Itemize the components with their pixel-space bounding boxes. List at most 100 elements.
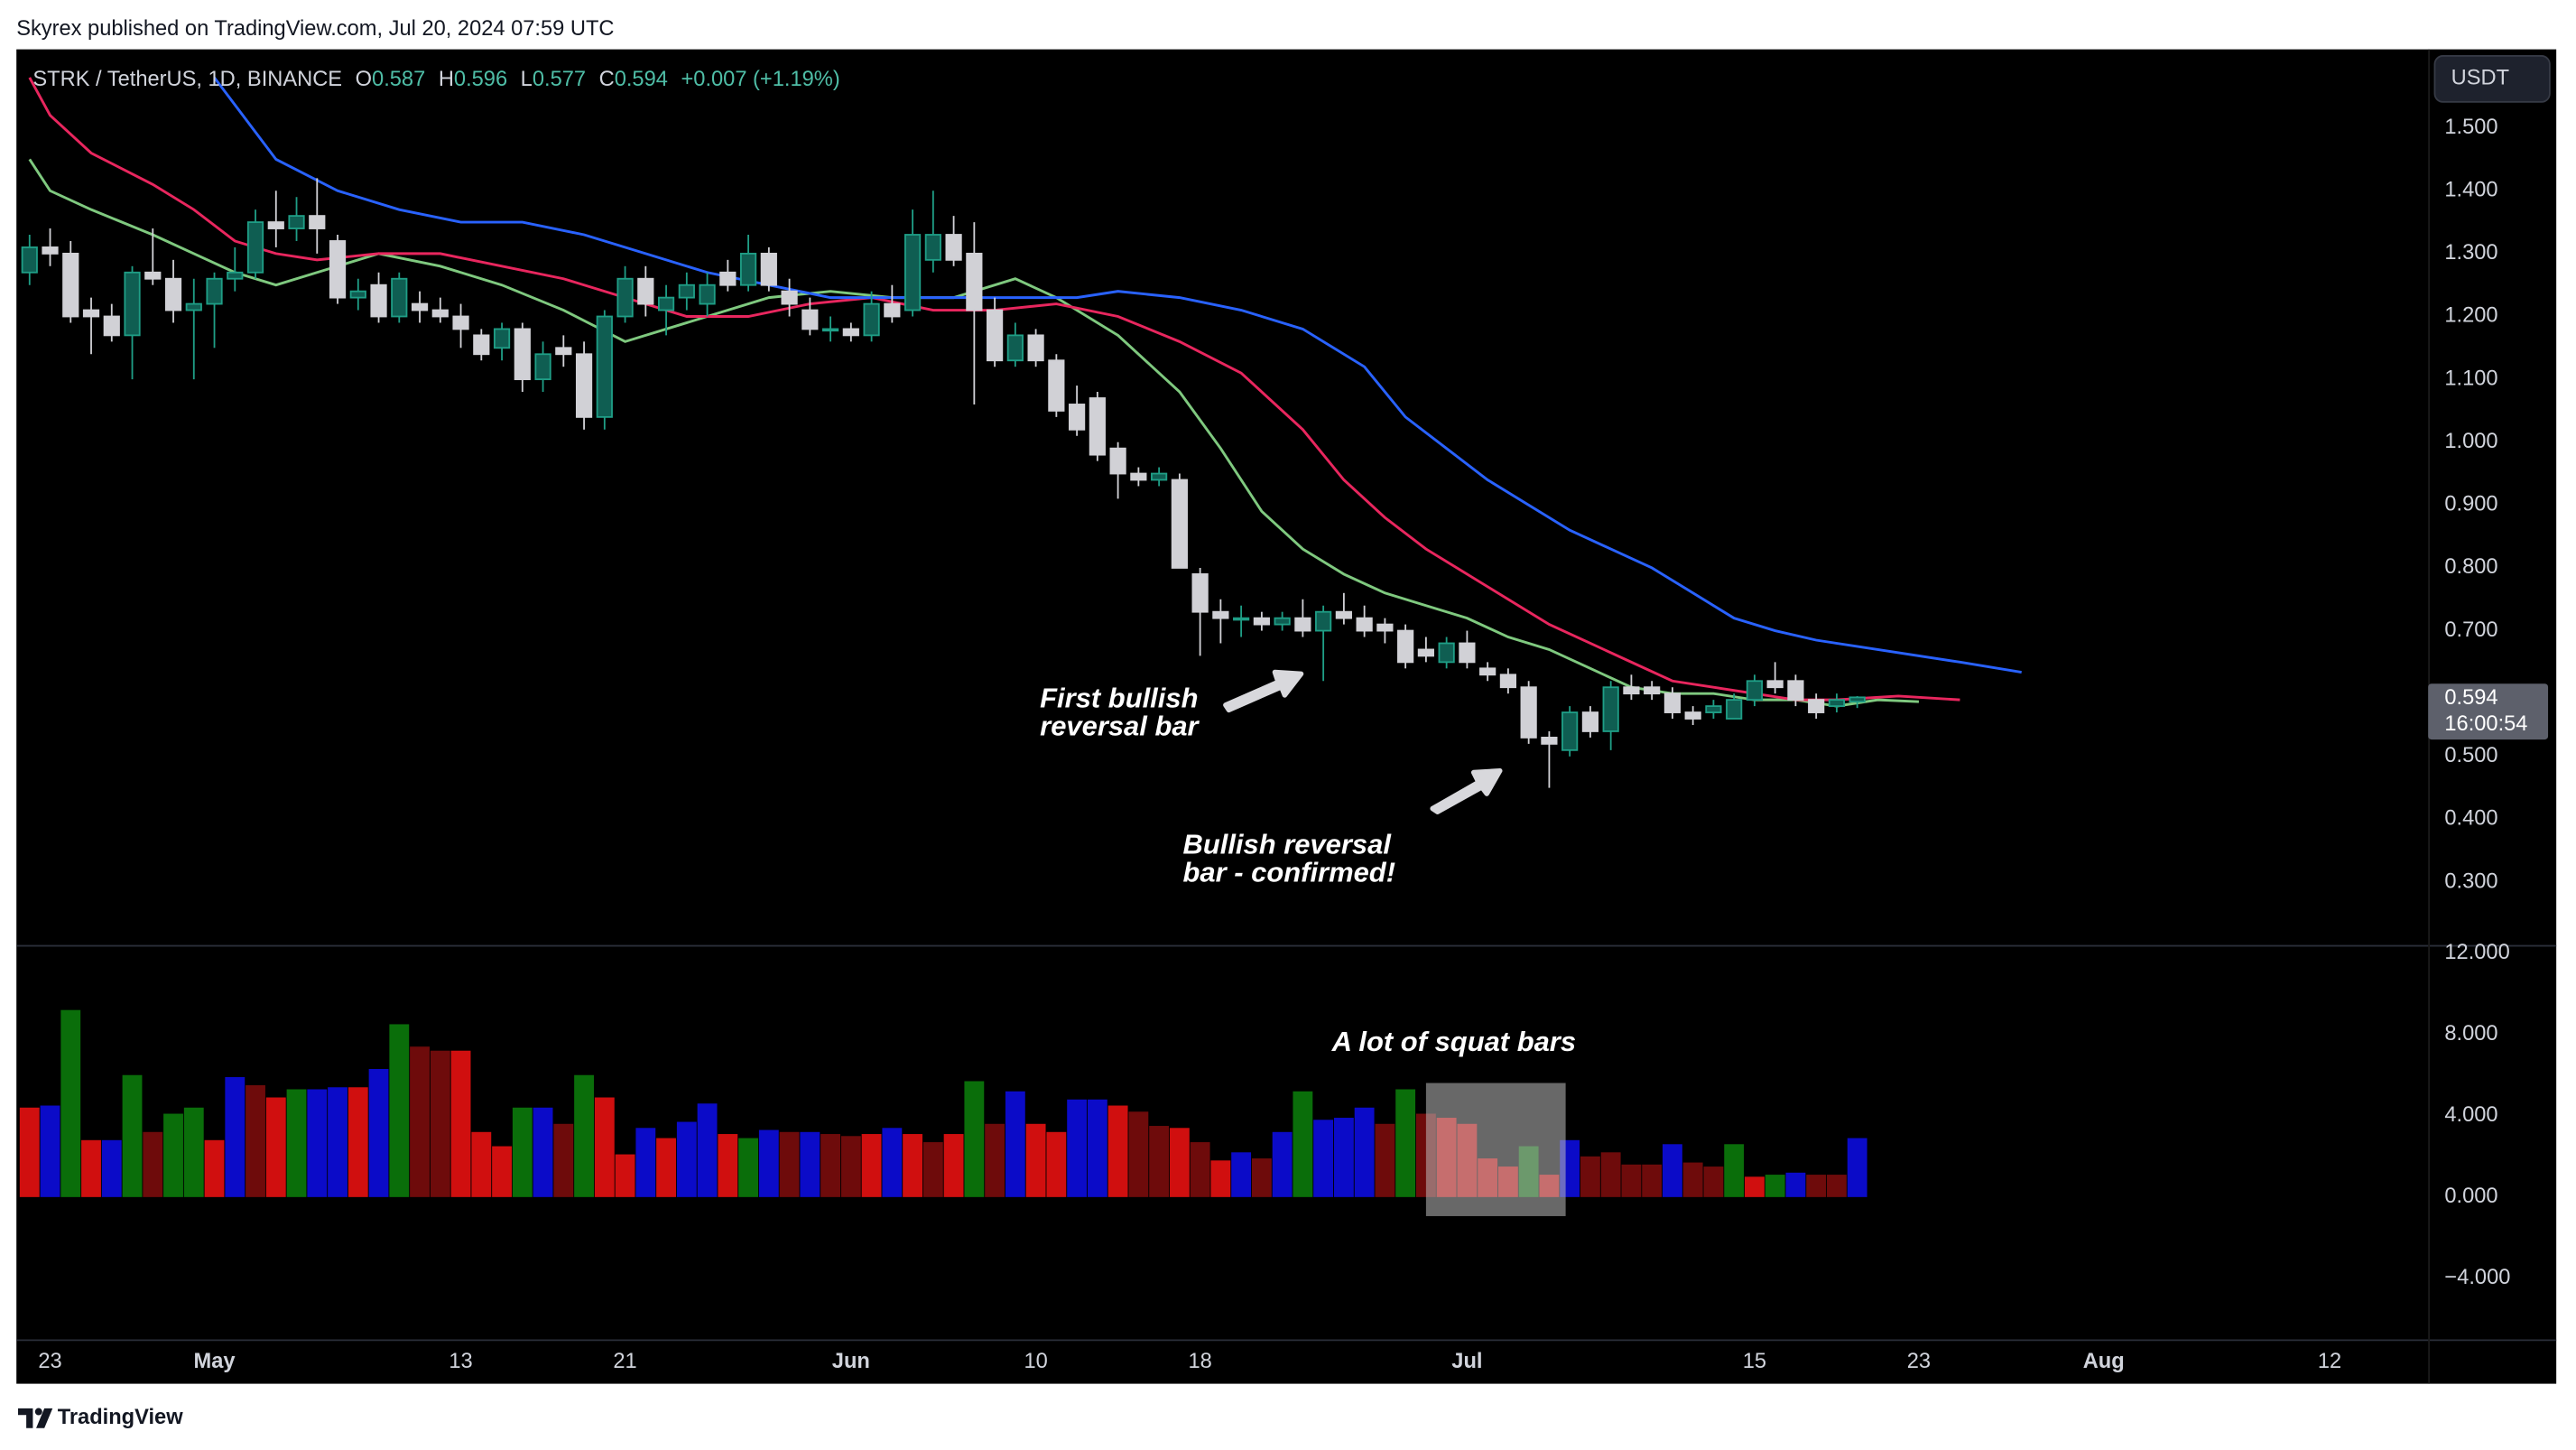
candle-body bbox=[760, 252, 777, 286]
candle-body bbox=[1479, 667, 1496, 676]
histogram-bar bbox=[163, 1113, 183, 1197]
histogram-bar bbox=[1375, 1123, 1395, 1197]
histogram-bar bbox=[265, 1097, 286, 1197]
histogram-bar bbox=[81, 1139, 101, 1197]
candle-body bbox=[719, 271, 737, 286]
currency-label[interactable]: USDT bbox=[2451, 67, 2509, 90]
candle-body bbox=[1849, 696, 1866, 703]
candle-body bbox=[1828, 699, 1846, 708]
candle-body bbox=[1069, 404, 1086, 431]
candle-body bbox=[699, 283, 716, 305]
y-tick-label: 0.900 bbox=[2444, 493, 2497, 516]
candle-body bbox=[1006, 334, 1024, 362]
histogram-bar bbox=[1107, 1105, 1128, 1197]
annotation: Bullish reversal bbox=[1183, 829, 1393, 860]
candle-body bbox=[267, 221, 284, 229]
x-tick-label: May bbox=[194, 1350, 236, 1373]
y-tick-label: 1.000 bbox=[2444, 430, 2497, 453]
candle-body bbox=[1294, 617, 1311, 632]
y-tick-label: 0.000 bbox=[2444, 1185, 2497, 1208]
histogram-bar bbox=[1333, 1118, 1354, 1197]
y-tick-label: 0.400 bbox=[2444, 807, 2497, 831]
histogram-bar bbox=[389, 1024, 410, 1197]
candle-body bbox=[1726, 699, 1743, 720]
candle-body bbox=[1027, 334, 1044, 362]
x-tick-label: Jul bbox=[1451, 1350, 1482, 1373]
candle-body bbox=[1644, 686, 1661, 695]
histogram-bar bbox=[512, 1107, 533, 1197]
ohlc-value: 0.596 bbox=[454, 68, 507, 91]
candle-body bbox=[164, 277, 182, 311]
candle-body bbox=[514, 328, 531, 381]
last-price: 0.594 bbox=[2444, 686, 2497, 710]
candle-body bbox=[227, 271, 244, 280]
candle-body bbox=[987, 309, 1004, 362]
candle-body bbox=[903, 234, 922, 311]
histogram-bar bbox=[430, 1050, 450, 1197]
candle-body bbox=[1191, 573, 1209, 613]
candle-body bbox=[1376, 623, 1394, 632]
histogram-bar bbox=[1621, 1164, 1642, 1197]
candle-body bbox=[309, 215, 326, 229]
histogram-bar bbox=[1724, 1144, 1745, 1197]
histogram-bar bbox=[1149, 1126, 1170, 1197]
currency-button[interactable] bbox=[2433, 55, 2551, 103]
histogram-bar bbox=[820, 1134, 841, 1197]
candle-body bbox=[1766, 680, 1784, 689]
ohlc-label: C bbox=[599, 68, 615, 91]
histogram-bar bbox=[410, 1046, 430, 1197]
price-pane bbox=[21, 77, 2022, 788]
histogram-bar bbox=[1067, 1099, 1088, 1197]
x-tick-label: Jun bbox=[832, 1350, 870, 1373]
y-tick-label: 0.700 bbox=[2444, 618, 2497, 642]
candle-body bbox=[493, 328, 511, 349]
candle-body bbox=[924, 234, 941, 261]
axes: 1.500 1.400 1.300 1.200 1.100 1.000 0.900 0.800… bbox=[38, 116, 2510, 1373]
histogram-bar bbox=[1313, 1120, 1334, 1197]
histogram-bar bbox=[1272, 1131, 1293, 1197]
histogram-bar bbox=[1827, 1175, 1847, 1197]
histogram-bar bbox=[204, 1139, 225, 1197]
histogram-bar bbox=[594, 1097, 615, 1197]
histogram-bar bbox=[1642, 1164, 1663, 1197]
histogram-bar bbox=[1251, 1158, 1272, 1197]
histogram-bar bbox=[758, 1129, 779, 1197]
histogram-bar bbox=[1785, 1172, 1806, 1197]
histogram-bar bbox=[1087, 1099, 1107, 1197]
candle-body bbox=[637, 277, 654, 305]
candle-body bbox=[1356, 617, 1373, 632]
footer-brand: TradingView bbox=[58, 1406, 184, 1429]
candle-body bbox=[21, 246, 38, 274]
histogram-bar bbox=[656, 1138, 676, 1197]
histogram-bar bbox=[101, 1139, 122, 1197]
histogram-bar bbox=[1128, 1111, 1149, 1197]
y-tick-label: 4.000 bbox=[2444, 1103, 2497, 1127]
candle-body bbox=[1623, 686, 1640, 695]
candle-body bbox=[349, 290, 366, 299]
histogram-bar bbox=[122, 1074, 143, 1197]
x-tick-label: Aug bbox=[2083, 1350, 2125, 1373]
histogram-bar bbox=[718, 1134, 738, 1197]
ma-line bbox=[28, 77, 1960, 702]
x-tick-label: 23 bbox=[38, 1350, 61, 1373]
candle-body bbox=[1663, 692, 1682, 713]
histogram-bar bbox=[183, 1107, 204, 1197]
candle-body bbox=[884, 302, 901, 318]
candle-body bbox=[1541, 736, 1558, 745]
candle-body bbox=[1499, 674, 1517, 689]
histogram-bar bbox=[697, 1103, 718, 1197]
histogram-bar bbox=[903, 1134, 923, 1197]
candle-body bbox=[739, 252, 757, 286]
candle-body bbox=[821, 328, 839, 332]
candle-body bbox=[1397, 629, 1414, 664]
candle-body bbox=[1048, 359, 1065, 412]
y-tick-label: 1.100 bbox=[2444, 367, 2497, 390]
candle-body bbox=[842, 328, 859, 337]
histogram-bar bbox=[1293, 1091, 1313, 1197]
ohlc-value: 0.587 bbox=[372, 68, 425, 91]
histogram-bar bbox=[19, 1107, 40, 1197]
candle-body bbox=[1459, 642, 1476, 664]
y-tick-label: 1.400 bbox=[2444, 179, 2497, 202]
